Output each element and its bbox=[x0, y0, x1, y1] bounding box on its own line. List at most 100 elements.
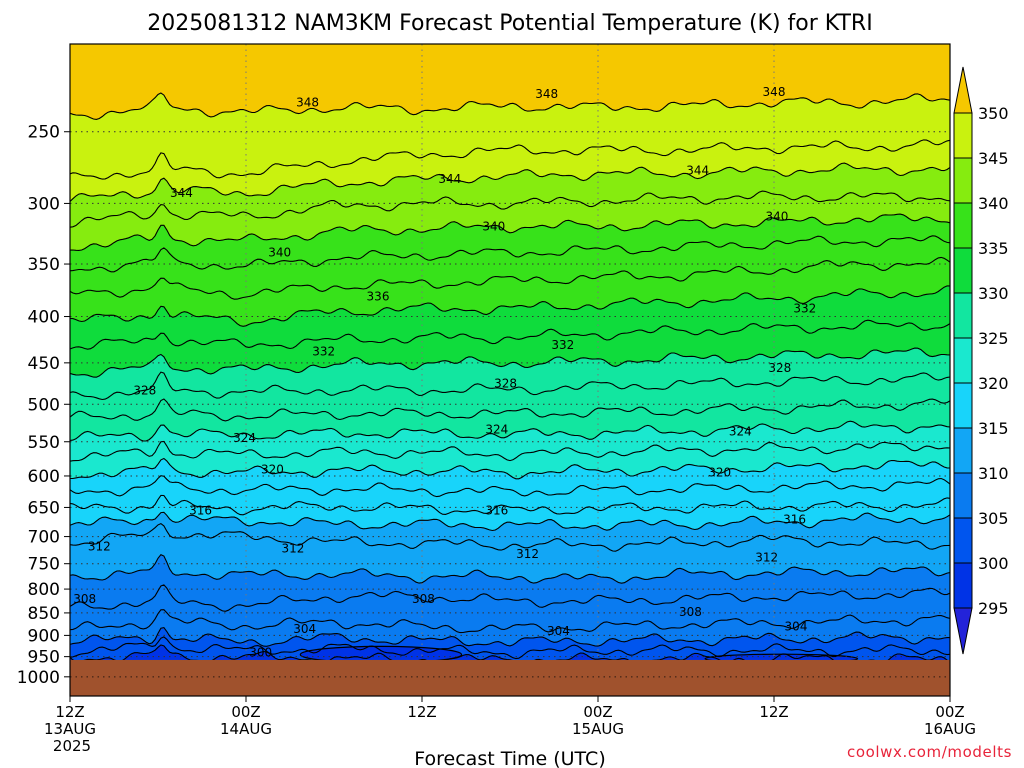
isentropes bbox=[70, 92, 950, 667]
isentrope-332 bbox=[70, 319, 950, 350]
isentrope-312 bbox=[70, 522, 950, 552]
contour-label-text: 312 bbox=[755, 550, 778, 564]
colorbar-label-310: 310 bbox=[978, 464, 1009, 483]
contour-label-324: 324 bbox=[485, 422, 508, 436]
contour-label-320: 320 bbox=[261, 462, 284, 476]
isentrope-304 bbox=[70, 626, 950, 647]
isentrope-336 bbox=[70, 256, 950, 300]
contour-label-text: 328 bbox=[768, 361, 791, 375]
ground-below-surface bbox=[70, 659, 950, 696]
xtick-label-0-1: 13AUG bbox=[44, 720, 96, 738]
contour-label-text: 300 bbox=[249, 645, 272, 659]
colorbar-box-305 bbox=[953, 472, 973, 519]
colorbar-label-320: 320 bbox=[978, 374, 1009, 393]
plot-area: 348 348 348 344 344 344 340 340 340 336 332 332 332 3… bbox=[69, 43, 951, 697]
contour-label-text: 316 bbox=[189, 503, 212, 517]
contour-label-text: 312 bbox=[88, 540, 111, 554]
colorbar-label-335: 335 bbox=[978, 239, 1009, 258]
isentrope-314 bbox=[70, 511, 950, 532]
contour-label-text: 344 bbox=[686, 164, 709, 178]
ytick-label-750: 750 bbox=[28, 555, 60, 575]
isentrope-348 bbox=[70, 92, 950, 120]
chart-title: 2025081312 NAM3KM Forecast Potential Tem… bbox=[147, 11, 872, 36]
colorbar-label-305: 305 bbox=[978, 509, 1009, 528]
colorbar-box-340 bbox=[953, 157, 973, 204]
y-axis: 2503003504004505005506006507007508008509… bbox=[17, 123, 70, 688]
filled-contours bbox=[70, 44, 950, 696]
isentrope-330 bbox=[70, 347, 950, 378]
contour-label-340: 340 bbox=[765, 209, 788, 223]
xtick-label-48-0: 12Z bbox=[759, 703, 788, 721]
xtick-label-36-0: 00Z bbox=[583, 703, 612, 721]
colorbar-box-325 bbox=[953, 292, 973, 339]
contour-label-text: 344 bbox=[438, 172, 461, 186]
ytick-label-700: 700 bbox=[28, 528, 60, 548]
colorbar: 295 300 305 310 315 320 325 330 335 340 345 350 bbox=[953, 66, 1009, 655]
contour-label-332: 332 bbox=[551, 338, 574, 352]
contour-label-312: 312 bbox=[88, 540, 111, 554]
contour-label-text: 340 bbox=[268, 246, 291, 260]
ytick-label-1000: 1000 bbox=[17, 668, 60, 688]
isentrope-326 bbox=[70, 398, 950, 422]
xtick-label-12-0: 00Z bbox=[231, 703, 260, 721]
colorbar-box-315 bbox=[953, 382, 973, 429]
colorbar-label-345: 345 bbox=[978, 149, 1009, 168]
contour-label-text: 340 bbox=[765, 209, 788, 223]
contour-label-332: 332 bbox=[793, 302, 816, 316]
colorbar-label-340: 340 bbox=[978, 194, 1009, 213]
isentrope-318 bbox=[70, 475, 950, 498]
ytick-label-250: 250 bbox=[28, 123, 60, 143]
contour-label-text: 320 bbox=[261, 462, 284, 476]
colorbar-box-330 bbox=[953, 247, 973, 294]
contour-label-text: 316 bbox=[485, 503, 508, 517]
ytick-label-300: 300 bbox=[28, 194, 60, 214]
colorbar-label-330: 330 bbox=[978, 284, 1009, 303]
credit-text[interactable]: coolwx.com/modelts bbox=[847, 743, 1012, 761]
contour-label-text: 324 bbox=[729, 425, 752, 439]
isentrope-340 bbox=[70, 213, 950, 251]
colorbar-label-350: 350 bbox=[978, 104, 1009, 123]
contour-label-text: 316 bbox=[783, 512, 806, 526]
plot-frame bbox=[69, 43, 951, 697]
contour-label-text: 304 bbox=[547, 624, 570, 638]
contour-label-text: 308 bbox=[73, 592, 96, 606]
colorbar-label-325: 325 bbox=[978, 329, 1009, 348]
colorbar-box-295 bbox=[953, 562, 973, 609]
contour-label-336: 336 bbox=[367, 289, 390, 303]
contour-label-316: 316 bbox=[783, 512, 806, 526]
contour-label-312: 312 bbox=[755, 550, 778, 564]
contour-label-344: 344 bbox=[170, 186, 193, 200]
contour-label-text: 340 bbox=[482, 219, 505, 233]
contour-label-text: 308 bbox=[412, 592, 435, 606]
colorbar-box-335 bbox=[953, 202, 973, 249]
xtick-label-60-0: 00Z bbox=[935, 703, 964, 721]
isentrope-316 bbox=[70, 494, 950, 516]
isentrope-306 bbox=[70, 609, 950, 634]
ytick-label-450: 450 bbox=[28, 354, 60, 374]
colorbar-label-300: 300 bbox=[978, 554, 1009, 573]
contour-label-text: 308 bbox=[679, 605, 702, 619]
contour-label-348: 348 bbox=[763, 85, 786, 99]
contour-label-text: 336 bbox=[367, 289, 390, 303]
isentrope-300 bbox=[70, 644, 950, 667]
contour-label-text: 332 bbox=[312, 344, 335, 358]
contour-label-text: 324 bbox=[485, 422, 508, 436]
colorbar-box-310 bbox=[953, 427, 973, 474]
isentrope-346 bbox=[70, 139, 950, 180]
x-axis-label: Forecast Time (UTC) bbox=[414, 748, 605, 768]
contour-label-text: 304 bbox=[293, 622, 316, 636]
contour-label-300: 300 bbox=[249, 645, 272, 659]
contour-label-348: 348 bbox=[296, 95, 319, 109]
ytick-label-850: 850 bbox=[28, 604, 60, 624]
contour-label-308: 308 bbox=[679, 605, 702, 619]
isentrope-302 bbox=[70, 636, 950, 660]
xtick-label-12-1: 14AUG bbox=[220, 720, 272, 738]
contour-label-text: 304 bbox=[785, 620, 808, 634]
colorbar-label-295: 295 bbox=[978, 599, 1009, 618]
colorbar-label-315: 315 bbox=[978, 419, 1009, 438]
contour-label-344: 344 bbox=[686, 164, 709, 178]
contour-label-328: 328 bbox=[494, 376, 517, 390]
contour-label-text: 312 bbox=[516, 547, 539, 561]
